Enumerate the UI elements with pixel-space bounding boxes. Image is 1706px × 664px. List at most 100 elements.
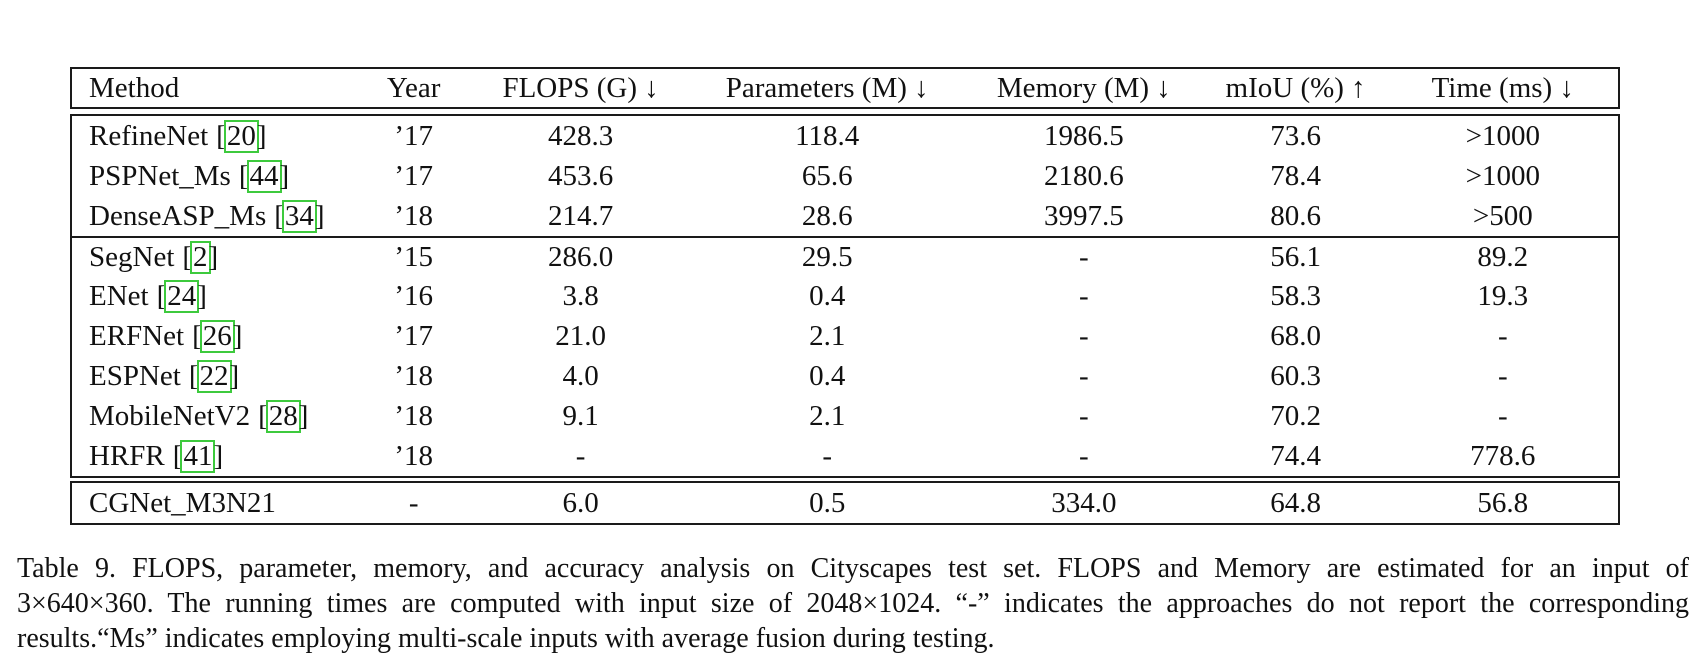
cell-miou: 58.3 <box>1270 279 1321 312</box>
citation-bracket: [ <box>274 199 284 232</box>
cell-year: ’18 <box>394 199 433 232</box>
cell-memory: - <box>1078 439 1089 472</box>
method-name: ENet <box>89 279 149 312</box>
citation-link[interactable]: [44] <box>239 159 289 193</box>
column-header-miou: mIoU (%) ↑ <box>1225 71 1366 104</box>
cell-miou: 78.4 <box>1270 159 1321 192</box>
cell-miou: 70.2 <box>1270 399 1321 432</box>
cell-time: 19.3 <box>1477 279 1529 312</box>
column-header-year: Year <box>386 71 441 104</box>
cell-time: - <box>1497 399 1508 432</box>
citation-link[interactable]: [34] <box>274 199 325 233</box>
citation-bracket: ] <box>197 279 207 312</box>
cell-method: PSPNet_Ms [44] <box>72 159 356 193</box>
cell-miou: 68.0 <box>1270 319 1321 352</box>
table-footer: CGNet_M3N21 - 6.0 0.5 334.0 64.8 56.8 <box>70 481 1620 525</box>
cell-flops: 9.1 <box>562 399 599 432</box>
citation-bracket: [ <box>216 119 226 152</box>
cell-memory: 1986.5 <box>1043 119 1124 152</box>
citation-bracket: ] <box>256 119 267 152</box>
cell-miou: 74.4 <box>1270 439 1321 472</box>
cell-parameters: 0.4 <box>809 359 846 392</box>
method-name: HRFR <box>89 439 165 472</box>
cell-memory: - <box>1078 359 1089 392</box>
cell-miou: 73.6 <box>1270 119 1321 152</box>
citation-bracket: ] <box>232 319 243 352</box>
cell-method: SegNet [2] <box>72 240 356 274</box>
cell-parameters: 0.4 <box>809 279 846 312</box>
cell-method: CGNet_M3N21 <box>72 487 356 520</box>
cell-flops: 21.0 <box>555 319 606 352</box>
results-table: Method Year FLOPS (G) ↓ Parameters (M) ↓… <box>70 67 1620 525</box>
cell-year: ’17 <box>394 159 433 192</box>
citation-number: 41 <box>180 439 216 473</box>
cell-method: ENet [24] <box>72 279 356 313</box>
cell-year: ’17 <box>394 119 433 152</box>
citation-link[interactable]: [22] <box>188 359 239 393</box>
table-header: Method Year FLOPS (G) ↓ Parameters (M) ↓… <box>70 67 1620 109</box>
table-row: ENet [24] ’16 3.8 0.4 - 58.3 19.3 <box>72 276 1618 316</box>
cell-method: ERFNet [26] <box>72 319 356 353</box>
column-header-parameters: Parameters (M) ↓ <box>725 71 929 104</box>
citation-bracket: [ <box>192 319 202 352</box>
citation-number: 22 <box>196 359 232 393</box>
cell-year: ’17 <box>394 319 433 352</box>
cell-flops: 4.0 <box>562 359 599 392</box>
table-row: SegNet [2] ’15 286.0 29.5 - 56.1 89.2 <box>72 236 1618 276</box>
citation-bracket: [ <box>156 279 167 312</box>
cell-time: 56.8 <box>1477 486 1529 519</box>
cell-miou: 60.3 <box>1270 359 1321 392</box>
cell-parameters: 2.1 <box>809 319 846 352</box>
cell-parameters: 28.6 <box>801 199 853 232</box>
method-name: MobileNetV2 <box>89 399 251 432</box>
citation-link[interactable]: [2] <box>182 240 219 274</box>
caption-line: results.“Ms” indicates employing multi-s… <box>17 623 995 654</box>
cell-year: ’16 <box>394 279 433 312</box>
caption-line: Table 9. FLOPS, parameter, memory, and a… <box>17 553 1689 584</box>
citation-number: 44 <box>246 159 282 193</box>
cell-memory: 2180.6 <box>1043 159 1124 192</box>
cell-method: RefineNet [20] <box>72 119 356 153</box>
citation-link[interactable]: [26] <box>192 319 243 353</box>
method-name: ERFNet <box>89 319 185 352</box>
cell-miou: 80.6 <box>1270 199 1321 232</box>
citation-bracket: ] <box>314 199 325 232</box>
cell-flops: - <box>575 439 586 472</box>
cell-method: HRFR [41] <box>72 439 356 473</box>
citation-link[interactable]: [20] <box>216 119 267 153</box>
cell-year: ’15 <box>394 240 433 273</box>
table-row: RefineNet [20] ’17 428.3 118.4 1986.5 73.… <box>72 116 1618 156</box>
cell-year: ’18 <box>394 439 433 472</box>
cell-memory: - <box>1078 279 1089 312</box>
citation-number: 28 <box>265 399 301 433</box>
citation-link[interactable]: [41] <box>173 439 224 473</box>
table-row: MobileNetV2 [28] ’18 9.1 2.1 - 70.2 - <box>72 396 1618 436</box>
table-row: HRFR [41] ’18 - - - 74.4 778.6 <box>72 436 1618 476</box>
cell-parameters: 0.5 <box>809 486 846 519</box>
cell-method: DenseASP_Ms [34] <box>72 199 356 233</box>
table-row: ERFNet [26] ’17 21.0 2.1 - 68.0 - <box>72 316 1618 356</box>
citation-bracket: ] <box>213 439 224 472</box>
citation-bracket: [ <box>188 359 199 392</box>
table-body: RefineNet [20] ’17 428.3 118.4 1986.5 73.… <box>70 114 1620 478</box>
column-header-memory: Memory (M) ↓ <box>996 71 1171 104</box>
method-name: ESPNet <box>89 359 181 392</box>
cell-method: MobileNetV2 [28] <box>72 399 356 433</box>
caption-line: 3×640×360. The running times are compute… <box>17 588 1689 619</box>
citation-link[interactable]: [28] <box>258 399 308 433</box>
cell-time: >500 <box>1472 199 1533 232</box>
table-row: PSPNet_Ms [44] ’17 453.6 65.6 2180.6 78.4… <box>72 156 1618 196</box>
cell-miou: 56.1 <box>1270 240 1321 273</box>
method-name: PSPNet_Ms <box>89 159 231 192</box>
cell-parameters: 2.1 <box>809 399 846 432</box>
cell-flops: 428.3 <box>547 119 614 152</box>
cell-year: ’18 <box>394 399 433 432</box>
column-header-time: Time (ms) ↓ <box>1431 71 1574 104</box>
cell-flops: 286.0 <box>547 240 614 273</box>
cell-flops: 6.0 <box>562 486 599 519</box>
cell-time: - <box>1497 319 1508 352</box>
citation-link[interactable]: [24] <box>156 279 207 313</box>
citation-bracket: ] <box>208 240 219 273</box>
cell-time: 89.2 <box>1477 240 1529 273</box>
citation-number: 34 <box>281 199 317 233</box>
